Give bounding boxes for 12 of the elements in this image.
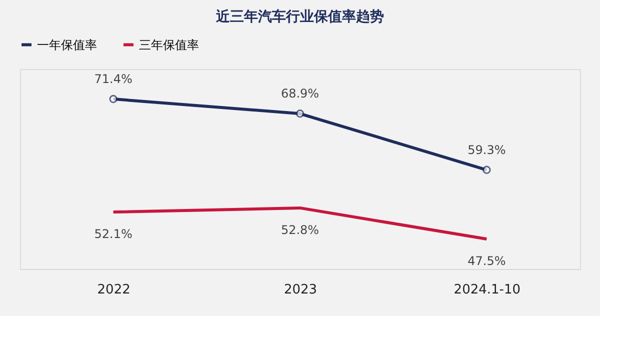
data-label: 52.8%: [280, 222, 320, 237]
legend-label: 三年保值率: [139, 38, 199, 52]
data-label: 68.9%: [280, 86, 320, 101]
data-label: 59.3%: [468, 142, 506, 157]
x-tick-label: 2024.1-10: [454, 282, 521, 298]
data-label: 47.5%: [468, 254, 506, 268]
x-tick-label: 2023: [284, 282, 318, 298]
data-label: 71.4%: [94, 72, 132, 86]
data-label: 52.1%: [94, 227, 132, 242]
chart-title: 近三年汽车行业保值率趋势: [215, 8, 384, 25]
x-tick-label: 2022: [97, 282, 130, 298]
legend-label: 一年保值率: [37, 38, 97, 52]
